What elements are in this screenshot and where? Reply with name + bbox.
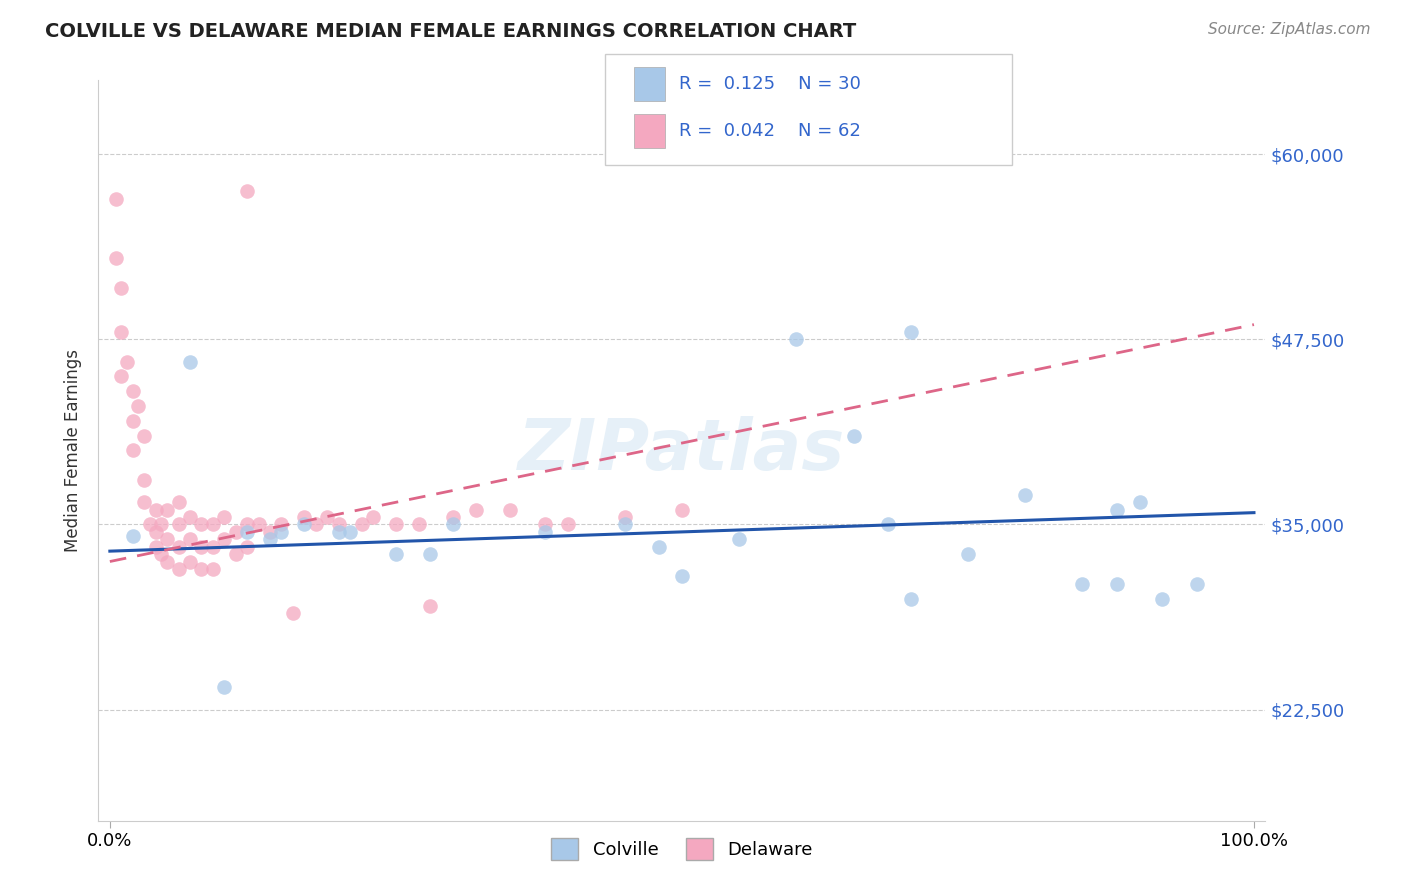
Point <box>110 325 132 339</box>
Point <box>408 517 430 532</box>
Point <box>201 517 224 532</box>
Point <box>385 547 408 561</box>
Point <box>190 562 212 576</box>
Text: Source: ZipAtlas.com: Source: ZipAtlas.com <box>1208 22 1371 37</box>
Point <box>167 562 190 576</box>
Point <box>225 547 247 561</box>
Point <box>145 524 167 539</box>
Point <box>270 524 292 539</box>
Point <box>201 540 224 554</box>
Point <box>900 325 922 339</box>
Point <box>134 495 156 509</box>
Point <box>190 517 212 532</box>
Point <box>127 399 149 413</box>
Point <box>361 510 384 524</box>
Point <box>316 510 339 524</box>
Point <box>236 540 259 554</box>
Point <box>167 540 190 554</box>
Point <box>671 569 693 583</box>
Point <box>339 524 361 539</box>
Point <box>533 517 555 532</box>
Point <box>225 524 247 539</box>
Point <box>121 384 143 399</box>
Point <box>145 540 167 554</box>
Text: R =  0.042    N = 62: R = 0.042 N = 62 <box>679 122 860 140</box>
Point <box>139 517 162 532</box>
Point <box>145 502 167 516</box>
Point <box>121 443 143 458</box>
Point <box>1071 576 1094 591</box>
Point <box>179 354 201 368</box>
Point <box>465 502 488 516</box>
Point <box>292 517 315 532</box>
Point <box>328 524 350 539</box>
Point <box>236 517 259 532</box>
Text: R =  0.125    N = 30: R = 0.125 N = 30 <box>679 75 860 93</box>
Point <box>613 517 636 532</box>
Point <box>121 529 143 543</box>
Point <box>1185 576 1208 591</box>
Text: ZIPatlas: ZIPatlas <box>519 416 845 485</box>
Point <box>156 554 179 569</box>
Point <box>328 517 350 532</box>
Point <box>156 502 179 516</box>
Point <box>236 184 259 198</box>
Point <box>121 414 143 428</box>
Point <box>179 554 201 569</box>
Point <box>876 517 898 532</box>
Point <box>104 251 127 265</box>
Point <box>179 533 201 547</box>
Point <box>134 428 156 442</box>
Point <box>385 517 408 532</box>
Point <box>499 502 522 516</box>
Point <box>728 533 751 547</box>
Point <box>236 524 259 539</box>
Point <box>104 192 127 206</box>
Point <box>350 517 373 532</box>
Point <box>1128 495 1150 509</box>
Point <box>259 524 281 539</box>
Point <box>150 547 173 561</box>
Point <box>441 517 464 532</box>
Point <box>956 547 979 561</box>
Point <box>134 473 156 487</box>
Point <box>167 517 190 532</box>
Point <box>214 533 236 547</box>
Point <box>214 681 236 695</box>
Point <box>648 540 671 554</box>
Point <box>441 510 464 524</box>
Point <box>419 547 441 561</box>
Point <box>900 591 922 606</box>
Point <box>785 332 807 346</box>
Point <box>419 599 441 613</box>
Point <box>214 510 236 524</box>
Point <box>1105 576 1128 591</box>
Point <box>247 517 270 532</box>
Point <box>1014 488 1036 502</box>
Point <box>156 533 179 547</box>
Point <box>115 354 138 368</box>
Point <box>281 607 304 621</box>
Point <box>259 533 281 547</box>
Point <box>671 502 693 516</box>
Y-axis label: Median Female Earnings: Median Female Earnings <box>65 349 83 552</box>
Point <box>270 517 292 532</box>
Point <box>1152 591 1174 606</box>
Point <box>1105 502 1128 516</box>
Point <box>613 510 636 524</box>
Point <box>167 495 190 509</box>
Point <box>842 428 865 442</box>
Point <box>292 510 315 524</box>
Text: COLVILLE VS DELAWARE MEDIAN FEMALE EARNINGS CORRELATION CHART: COLVILLE VS DELAWARE MEDIAN FEMALE EARNI… <box>45 22 856 41</box>
Point <box>179 510 201 524</box>
Point <box>201 562 224 576</box>
Point <box>110 280 132 294</box>
Point <box>110 369 132 384</box>
Point <box>150 517 173 532</box>
Legend: Colville, Delaware: Colville, Delaware <box>544 830 820 867</box>
Point <box>305 517 328 532</box>
Point <box>533 524 555 539</box>
Point <box>190 540 212 554</box>
Point <box>557 517 579 532</box>
